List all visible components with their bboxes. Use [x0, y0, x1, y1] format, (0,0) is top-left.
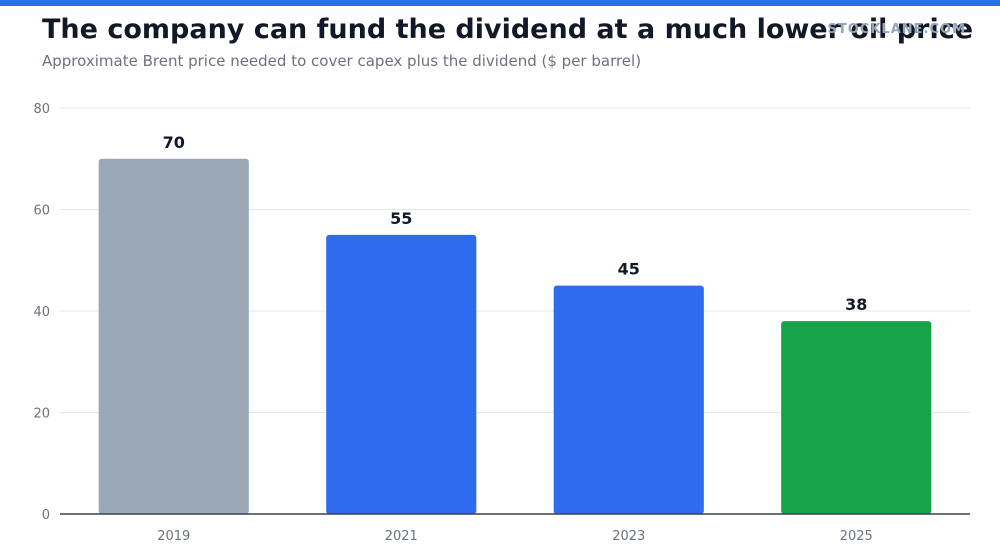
bar — [98, 158, 249, 514]
y-tick-label: 80 — [33, 102, 50, 117]
x-tick-label: 2021 — [385, 529, 418, 544]
data-label: 45 — [618, 260, 640, 279]
x-tick-label: 2025 — [840, 529, 873, 544]
chart-subtitle: Approximate Brent price needed to cover … — [42, 52, 642, 70]
chart-title: The company can fund the dividend at a m… — [42, 14, 974, 45]
x-tick-label: 2019 — [157, 529, 190, 544]
y-tick-label: 60 — [33, 204, 50, 219]
data-label: 55 — [390, 209, 412, 228]
y-tick-label: 40 — [33, 305, 50, 320]
bar — [781, 321, 932, 514]
y-tick-label: 20 — [33, 407, 50, 422]
data-label: 38 — [845, 295, 867, 314]
data-label: 70 — [163, 133, 185, 152]
bar — [326, 234, 477, 514]
accent-top-bar — [0, 0, 1000, 6]
brand-watermark: STOCKLANE.COM — [827, 22, 966, 37]
y-tick-label: 0 — [42, 508, 50, 523]
bar — [553, 285, 704, 514]
x-tick-label: 2023 — [612, 529, 645, 544]
